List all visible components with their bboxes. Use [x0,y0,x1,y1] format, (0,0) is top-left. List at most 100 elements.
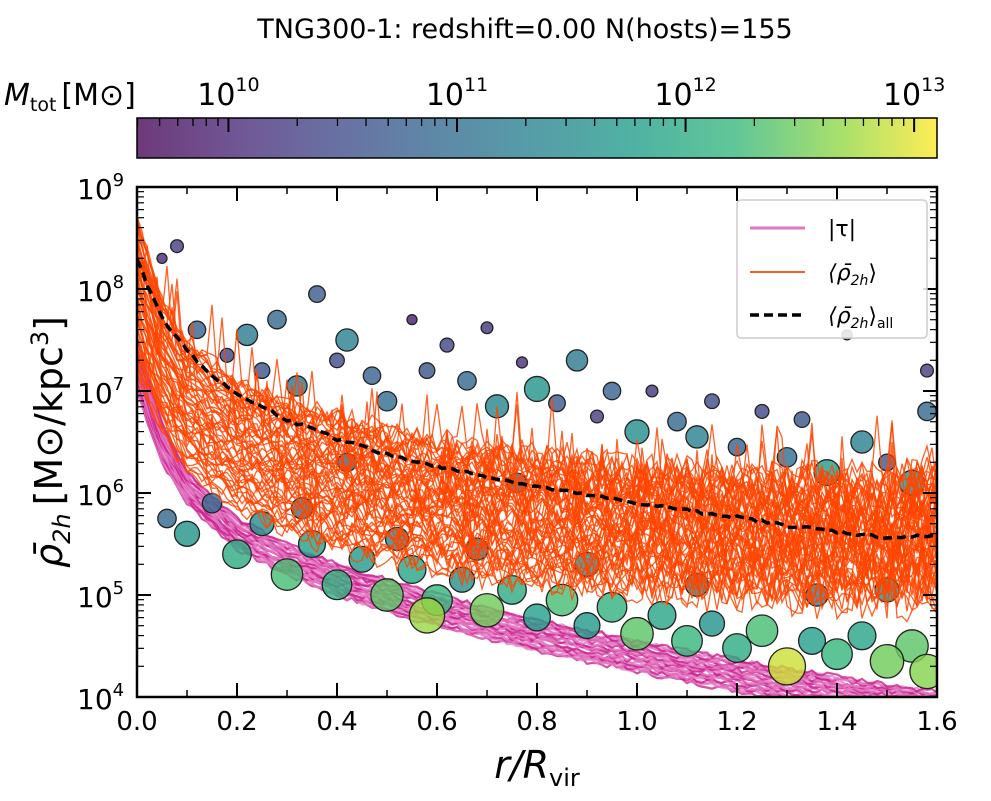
subhalo-point [418,362,436,380]
y-tick-label: 107 [77,374,124,410]
rho2h-profiles [137,216,937,623]
subhalo-point [704,393,720,410]
rho2h-profile-line [137,223,937,514]
x-tick-label: 0.4 [316,707,357,737]
subhalo-point [602,381,622,401]
subhalo-point [919,363,935,378]
subhalo-point [201,492,223,514]
subhalo-point [523,375,551,403]
subhalo-point [722,633,752,663]
subhalo-point [698,610,726,637]
subhalo-point [270,558,304,591]
subhalo-point [522,603,552,632]
plot-area: 0.0 0.2 0.4 0.6 0.8 1.0 1.2 1.4 1.6 104 105 106 107… [77,170,958,737]
rho2h-profile-line [137,347,937,603]
y-tick-label: 105 [77,578,124,614]
rho2h-profile-line [137,220,937,507]
y-tick-label: 104 [77,680,124,716]
subhalo-point [335,328,359,352]
subhalo-point [917,401,937,422]
subhalo-point [515,356,529,369]
rho2h-profile-line [137,297,937,564]
legend-rho2h-all-label: ⟨ρ̄2h⟩all [828,304,893,332]
legend-tau-label: |τ| [828,217,856,242]
y-tick-label: 109 [77,170,124,206]
colorbar-tick-label: 1011 [426,74,488,113]
subhalo-point [620,616,654,651]
x-tick-label: 1.6 [916,707,957,737]
subhalo-point [645,384,659,398]
subhalo-point [157,508,177,529]
rho2h-profile-line [137,316,937,579]
x-axis-label: r/Rvir [494,743,580,792]
subhalo-point [754,403,770,419]
subhalo-point [469,592,505,628]
rho2h-profile-line [137,361,937,614]
subhalo-point [793,411,811,429]
subhalo-point [219,347,235,363]
x-tick-label: 1.2 [716,707,757,737]
subhalo-point [745,614,779,648]
subhalo-point [457,370,477,391]
subhalo-point [565,349,589,372]
subhalo-point [156,252,168,265]
x-tick-label: 1.4 [816,707,857,737]
subhalo-point [909,653,937,690]
colorbar-label: Mtot [M⊙] [4,78,136,116]
x-tick-label: 0.8 [516,707,557,737]
subhalo-point [267,309,287,330]
y-tick-label: 106 [77,476,124,512]
subhalo-point [821,638,853,671]
subhalo-point [308,285,326,304]
subhalo-point [480,321,494,335]
colorbar-tick-label: 1013 [883,74,945,113]
legend: |τ| ⟨ρ̄2h⟩ ⟨ρ̄2h⟩all [736,199,928,339]
subhalo-point [235,323,259,347]
subhalo-point [406,313,418,326]
subhalo-point [797,626,827,655]
rho2h-profile-line [137,286,937,556]
chart-title: TNG300-1: redshift=0.00 N(hosts)=155 [256,14,792,45]
y-axis-ticks: 104 105 106 107 108 109 [77,170,937,716]
legend-rho2h-label: ⟨ρ̄2h⟩ [828,261,877,289]
colorbar-bar [136,117,938,159]
rho2h-profile-line [137,218,937,505]
y-tick-label: 108 [77,272,124,308]
y-axis-label: ρ̄2h[M⊙/kpc3] [26,316,76,568]
subhalo-point [767,647,807,686]
subhalo-point [408,597,446,634]
subhalo-point [362,366,382,386]
tau-profile-line [137,390,781,697]
rho2h-profile-line [137,251,937,529]
subhalo-point [222,539,252,570]
colorbar-ticks: 1010 1011 1012 1013 [136,74,945,132]
subhalo-point [671,624,703,657]
subhalo-point [329,352,345,369]
subhalo-point [286,375,308,397]
colorbar: Mtot [M⊙] 1010 1011 1012 1013 [4,74,945,159]
subhalo-point [685,425,709,449]
rho2h-all-mean-line [137,258,937,541]
rho2h-profile-line [137,270,937,548]
subhalo-point [869,643,905,679]
rho2h-profile-line [137,219,937,499]
subhalo-point [321,569,353,601]
legend-box [736,199,928,339]
subhalo-point [850,430,874,454]
x-tick-label: 1.0 [616,707,657,737]
subhalo-point [589,409,605,424]
subhalo-point [439,337,455,353]
subhalo-point [376,390,398,412]
x-tick-label: 0.0 [116,707,157,737]
colorbar-tick-label: 1012 [654,74,716,113]
x-tick-label: 0.2 [216,707,257,737]
subhalo-point [484,394,510,419]
subhalo-point [573,612,601,640]
x-tick-label: 0.6 [416,707,457,737]
subhalo-point [667,411,687,432]
colorbar-tick-label: 1010 [197,74,259,113]
rho2h-profile-line [137,350,937,603]
x-axis-ticks: 0.0 0.2 0.4 0.6 0.8 1.0 1.2 1.4 1.6 [116,187,958,737]
subhalo-point [847,621,877,651]
